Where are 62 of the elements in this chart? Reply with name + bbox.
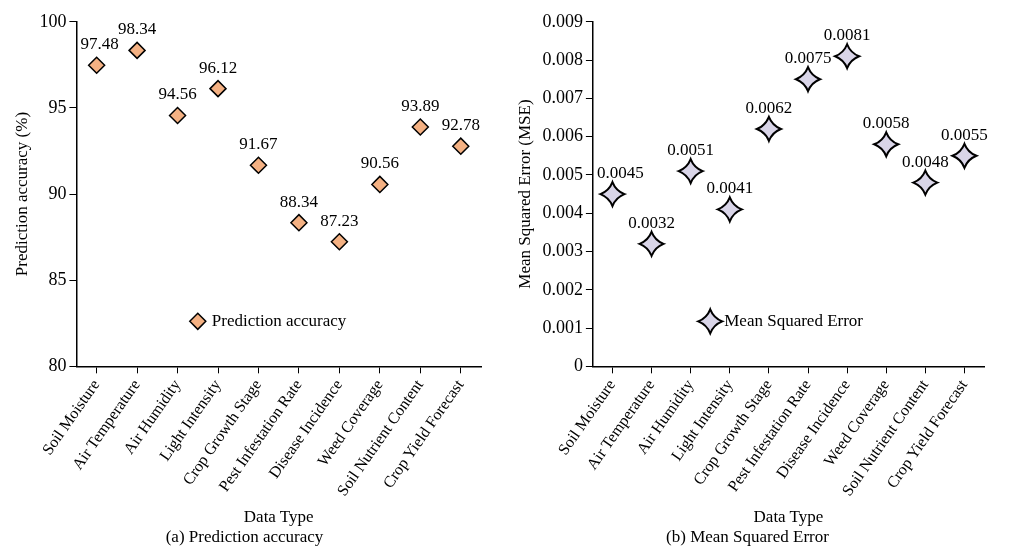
- y-tick-label: 0.003: [542, 240, 583, 261]
- data-label: 0.0051: [667, 140, 715, 160]
- data-label: 96.12: [198, 57, 238, 77]
- y-tick-label: 95: [48, 96, 67, 117]
- data-label: 0.0075: [784, 48, 832, 68]
- y-axis-title: Prediction accuracy (%): [11, 111, 31, 277]
- data-label: 94.56: [158, 84, 197, 104]
- data-label: 0.0081: [823, 25, 871, 45]
- point: [912, 169, 939, 196]
- y-tick-label: 85: [48, 268, 67, 289]
- y-tick-label: 100: [39, 10, 67, 31]
- y-tick-label: 0.006: [542, 125, 583, 146]
- point: [330, 233, 349, 251]
- y-tick-label: 0.001: [542, 316, 583, 337]
- data-label: 0.0048: [901, 151, 949, 171]
- data-label: 91.67: [239, 134, 279, 154]
- y-tick-label: 0.005: [542, 163, 583, 184]
- point: [677, 158, 704, 185]
- data-label: 97.48: [80, 34, 119, 54]
- point: [795, 66, 822, 93]
- point: [128, 41, 146, 60]
- point: [951, 142, 978, 169]
- point: [87, 56, 106, 74]
- data-label: 87.23: [320, 210, 359, 230]
- data-label: 88.34: [279, 191, 319, 211]
- data-label: 0.0041: [706, 178, 754, 198]
- y-tick-label: 0.004: [542, 201, 583, 222]
- text: (a) Prediction accuracy: [165, 527, 324, 547]
- y-tick-label: 80: [48, 355, 67, 376]
- data-label: 90.56: [360, 153, 399, 173]
- y-tick-label: 0.007: [542, 87, 583, 108]
- point: [411, 118, 430, 136]
- y-tick-label: 90: [48, 182, 67, 203]
- point: [834, 43, 861, 70]
- point: [638, 230, 665, 257]
- data-label: 0.0055: [941, 124, 988, 144]
- data-label: 0.0032: [628, 212, 675, 232]
- x-axis-title: Data Type: [243, 506, 314, 526]
- y-tick-label: 0: [573, 355, 583, 376]
- data-label: 0.0058: [862, 113, 910, 133]
- point: [168, 106, 187, 125]
- point: [209, 79, 227, 98]
- data-label: 98.34: [117, 19, 157, 39]
- y-tick-label: 0.008: [542, 48, 583, 69]
- legend-label: Prediction accuracy: [211, 310, 347, 330]
- point: [599, 181, 626, 208]
- y-tick-label: 0.002: [542, 278, 583, 299]
- y-tick-label: 0.009: [542, 10, 583, 31]
- point: [371, 175, 389, 194]
- data-label: 0.0062: [745, 97, 793, 117]
- data-label: 0.0045: [596, 163, 644, 183]
- x-axis-title: Data Type: [753, 506, 824, 526]
- point: [290, 213, 308, 232]
- point: [249, 156, 268, 175]
- data-label: 92.78: [441, 115, 480, 135]
- point: [452, 137, 470, 155]
- point: [873, 131, 900, 158]
- legend-label: Mean Squared Error: [724, 310, 864, 330]
- point: [755, 115, 782, 142]
- y-axis-title: Mean Squared Error (MSE): [514, 99, 534, 289]
- text: (b) Mean Squared Error: [666, 527, 830, 547]
- data-label: 93.89: [401, 96, 440, 116]
